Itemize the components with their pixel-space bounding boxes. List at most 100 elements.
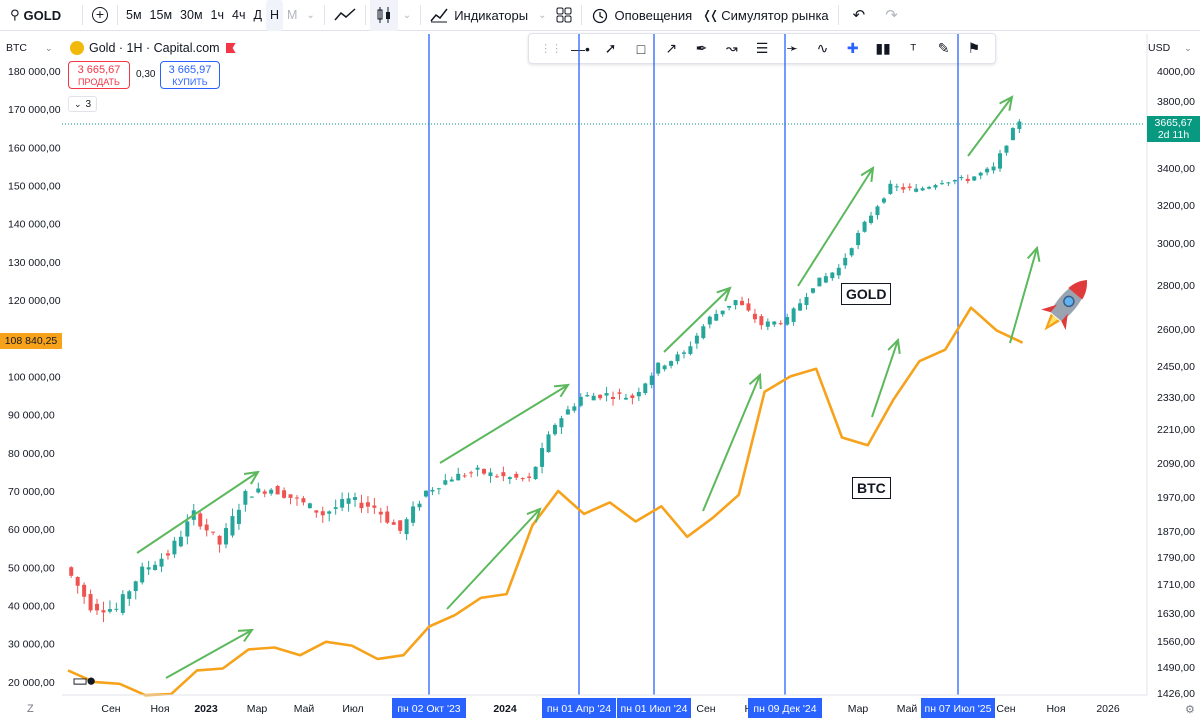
legend-collapse-toggle[interactable]: ⌄ 3 bbox=[68, 96, 98, 112]
candle-body bbox=[881, 198, 886, 203]
candle-body bbox=[120, 594, 125, 613]
redo-button[interactable]: ↷ bbox=[875, 0, 908, 31]
indicators-button[interactable]: Индикаторы bbox=[425, 0, 533, 31]
candle-body bbox=[804, 297, 809, 306]
trend-arrow-head bbox=[237, 628, 255, 643]
candle-body bbox=[559, 418, 564, 428]
ray-icon[interactable]: ➛ bbox=[786, 40, 799, 56]
alerts-button[interactable]: Оповещения bbox=[586, 0, 697, 31]
interval-5m[interactable]: 5м bbox=[126, 8, 142, 22]
text-icon[interactable]: ᵀ bbox=[910, 40, 917, 57]
candle-chart-type-button[interactable] bbox=[369, 0, 398, 31]
path-icon[interactable]: ↗ bbox=[665, 40, 678, 56]
candle-body bbox=[327, 511, 332, 514]
candle-body bbox=[262, 491, 267, 494]
trend-arrow bbox=[446, 508, 541, 610]
btc-last-price-badge: 108 840,25 bbox=[0, 333, 62, 349]
fib-icon[interactable]: ☰ bbox=[755, 40, 769, 56]
candle-body bbox=[643, 383, 648, 394]
date-marker-badge bbox=[748, 698, 822, 718]
layouts-button[interactable] bbox=[551, 0, 577, 31]
compare-button[interactable]: + bbox=[87, 0, 113, 31]
undo-button[interactable]: ↶ bbox=[843, 0, 876, 31]
chart-type-dropdown[interactable]: ⌄ bbox=[398, 0, 416, 31]
candle-body bbox=[565, 409, 570, 415]
pattern-icon[interactable]: ∿ bbox=[816, 40, 829, 56]
interval-30m[interactable]: 30м bbox=[180, 8, 203, 22]
left-tick-label: 160 000,00 bbox=[8, 142, 61, 154]
line-chart-type-button[interactable] bbox=[329, 0, 361, 31]
settings-gear-icon[interactable]: ⚙ bbox=[1185, 704, 1195, 716]
x-tick-label: 2024 bbox=[493, 703, 517, 715]
candle-body bbox=[914, 188, 919, 192]
timezone-icon[interactable]: Z bbox=[27, 703, 34, 715]
x-tick-label: Мар bbox=[848, 703, 869, 715]
replay-button[interactable]: ❬❬ Симулятор рынка bbox=[697, 0, 834, 31]
candle-body bbox=[475, 467, 480, 470]
interval-1d[interactable]: Д bbox=[253, 8, 262, 22]
interval-4h[interactable]: 4ч bbox=[232, 8, 246, 22]
candle-body bbox=[391, 522, 396, 525]
interval-1h[interactable]: 1ч bbox=[210, 8, 225, 22]
x-tick-label: Мар bbox=[247, 703, 268, 715]
date-marker-label: пн 09 Дек '24 bbox=[753, 703, 816, 715]
x-tick-label: Сен bbox=[393, 703, 412, 715]
gold-last-price-badge: 3665,67 2d 11h bbox=[1147, 116, 1200, 142]
rocket-icon bbox=[1041, 279, 1087, 331]
trend-arrow bbox=[967, 96, 1013, 157]
candle-body bbox=[617, 392, 622, 394]
symbol-search[interactable]: ⚲ GOLD bbox=[0, 0, 78, 31]
horizontal-ray-icon[interactable]: —• bbox=[570, 40, 590, 57]
right-tick-label: 1790,00 bbox=[1157, 552, 1195, 564]
candle-body bbox=[875, 206, 880, 216]
bars-pattern-icon[interactable]: ▮▮ bbox=[875, 40, 891, 56]
interval-15m[interactable]: 15м bbox=[149, 8, 173, 22]
eraser-icon[interactable]: ✎ bbox=[937, 40, 950, 56]
candle-body bbox=[294, 497, 299, 499]
candle-body bbox=[636, 392, 641, 397]
interval-1mo[interactable]: М bbox=[286, 8, 298, 22]
flag-icon[interactable]: ⚑ bbox=[967, 40, 981, 56]
polyline-icon[interactable]: ↝ bbox=[725, 40, 738, 56]
candle-body bbox=[785, 317, 790, 325]
buy-button[interactable]: 3 665,97 КУПИТЬ bbox=[160, 61, 220, 89]
brush-icon[interactable]: ✒ bbox=[695, 40, 708, 56]
left-tick-label: 70 000,00 bbox=[8, 486, 55, 498]
crosshair-icon[interactable]: ✚ bbox=[846, 40, 859, 56]
x-tick-label: Ноя bbox=[744, 703, 763, 715]
candle-body bbox=[946, 182, 951, 184]
candle-body bbox=[888, 183, 893, 194]
candle-body bbox=[727, 305, 732, 308]
trend-arrow bbox=[165, 629, 253, 679]
left-tick-label: 140 000,00 bbox=[8, 219, 61, 231]
x-tick-label: Мар bbox=[543, 703, 564, 715]
gold-annotation[interactable]: GOLD bbox=[841, 283, 892, 305]
rectangle-icon[interactable]: □ bbox=[636, 40, 646, 57]
candle-body bbox=[849, 248, 854, 256]
trend-arrow bbox=[136, 471, 259, 554]
trend-line-icon[interactable]: ➚ bbox=[604, 40, 617, 56]
currency-selector[interactable]: USD ⌄ bbox=[1148, 38, 1192, 58]
interval-1w[interactable]: Н bbox=[265, 0, 283, 31]
interval-dropdown[interactable]: ⌄ bbox=[301, 0, 319, 31]
trend-arrow bbox=[439, 384, 569, 464]
indicators-dropdown[interactable]: ⌄ bbox=[533, 0, 551, 31]
candle-body bbox=[140, 566, 145, 583]
x-tick-label: 2023 bbox=[194, 703, 218, 715]
tradingview-logo-icon: ▭● bbox=[72, 671, 96, 690]
candle-body bbox=[153, 564, 158, 570]
drag-handle-icon[interactable]: ⋮⋮ bbox=[540, 43, 563, 55]
candle-body bbox=[127, 591, 132, 599]
sell-button[interactable]: 3 665,67 ПРОДАТЬ bbox=[68, 61, 130, 89]
x-tick-label: Ноя bbox=[442, 703, 461, 715]
divider bbox=[364, 5, 366, 25]
currency-label: USD bbox=[1148, 42, 1171, 54]
candle-body bbox=[282, 490, 287, 498]
chevron-down-icon: ⌄ bbox=[402, 9, 412, 21]
candle-body bbox=[456, 473, 461, 481]
candle-body bbox=[791, 308, 796, 322]
candle-body bbox=[423, 490, 428, 497]
btc-annotation[interactable]: BTC bbox=[852, 477, 891, 499]
candle-body bbox=[243, 491, 248, 505]
